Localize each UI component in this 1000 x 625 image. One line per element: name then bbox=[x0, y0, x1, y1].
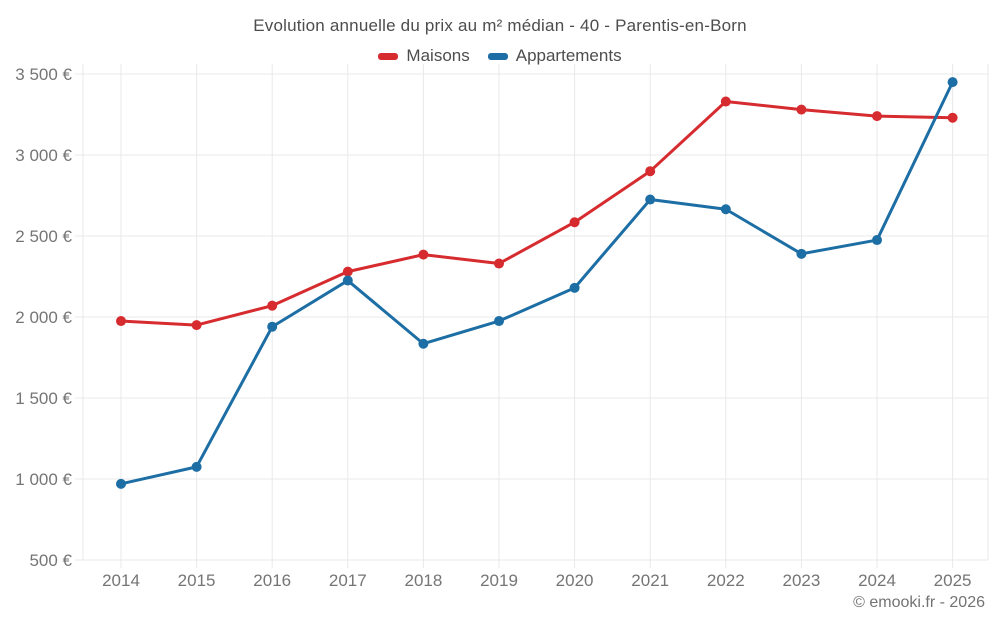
y-axis-label: 1 500 € bbox=[15, 389, 72, 408]
chart-title: Evolution annuelle du prix au m² médian … bbox=[253, 16, 747, 35]
maisons-legend-swatch bbox=[378, 52, 399, 60]
x-axis-label: 2021 bbox=[631, 571, 669, 590]
maisons-point[interactable] bbox=[191, 320, 202, 331]
chart-legend: Maisons Appartements bbox=[0, 46, 1000, 66]
y-axis-label: 3 500 € bbox=[15, 65, 72, 84]
x-axis-label: 2017 bbox=[329, 571, 367, 590]
maisons-point[interactable] bbox=[569, 217, 580, 228]
x-axis-label: 2018 bbox=[404, 571, 442, 590]
maisons-point[interactable] bbox=[947, 112, 958, 123]
appartements-line bbox=[119, 80, 955, 486]
maisons-point[interactable] bbox=[720, 96, 731, 107]
y-axis-label: 3 000 € bbox=[15, 146, 72, 165]
x-axis-label: 2022 bbox=[707, 571, 745, 590]
appartements-point[interactable] bbox=[645, 194, 656, 205]
legend-item-maisons[interactable]: Maisons bbox=[378, 46, 470, 66]
appartements-point[interactable] bbox=[116, 478, 126, 489]
maisons-point[interactable] bbox=[342, 266, 353, 277]
appartements-point[interactable] bbox=[720, 204, 731, 215]
appartements-point[interactable] bbox=[267, 321, 278, 332]
appartements-point[interactable] bbox=[494, 316, 504, 327]
appartements-point[interactable] bbox=[342, 275, 353, 286]
maisons-legend-label: Maisons bbox=[406, 46, 470, 65]
maisons-point[interactable] bbox=[796, 104, 807, 115]
maisons-point[interactable] bbox=[872, 111, 882, 122]
appartements-point[interactable] bbox=[872, 235, 882, 246]
x-axis-label: 2015 bbox=[178, 571, 216, 590]
x-axis-label: 2024 bbox=[858, 571, 896, 590]
appartements-point[interactable] bbox=[418, 338, 429, 349]
copyright-text: © emooki.fr - 2026 bbox=[853, 594, 985, 611]
maisons-point[interactable] bbox=[494, 258, 504, 269]
x-axis-label: 2014 bbox=[102, 571, 140, 590]
x-axis-label: 2016 bbox=[253, 571, 291, 590]
appartements-legend-label: Appartements bbox=[515, 46, 622, 65]
y-axis-label: 500 € bbox=[29, 551, 72, 570]
appartements-point[interactable] bbox=[569, 282, 580, 293]
x-axis-label: 2025 bbox=[934, 571, 972, 590]
maisons-point[interactable] bbox=[418, 249, 429, 260]
appartements-point[interactable] bbox=[191, 461, 202, 472]
maisons-point[interactable] bbox=[116, 316, 126, 327]
x-axis-label: 2020 bbox=[556, 571, 594, 590]
appartements-point[interactable] bbox=[947, 77, 958, 88]
y-axis-label: 2 500 € bbox=[15, 227, 72, 246]
maisons-point[interactable] bbox=[645, 166, 656, 177]
appartements-point[interactable] bbox=[796, 248, 807, 259]
y-axis-label: 1 000 € bbox=[15, 470, 72, 489]
maisons-point[interactable] bbox=[267, 300, 278, 311]
maisons-line bbox=[119, 100, 955, 327]
x-axis-label: 2023 bbox=[782, 571, 820, 590]
x-axis-label: 2019 bbox=[480, 571, 518, 590]
legend-item-appartements[interactable]: Appartements bbox=[487, 46, 622, 66]
appartements-legend-swatch bbox=[487, 52, 508, 60]
y-axis-label: 2 000 € bbox=[15, 308, 72, 327]
